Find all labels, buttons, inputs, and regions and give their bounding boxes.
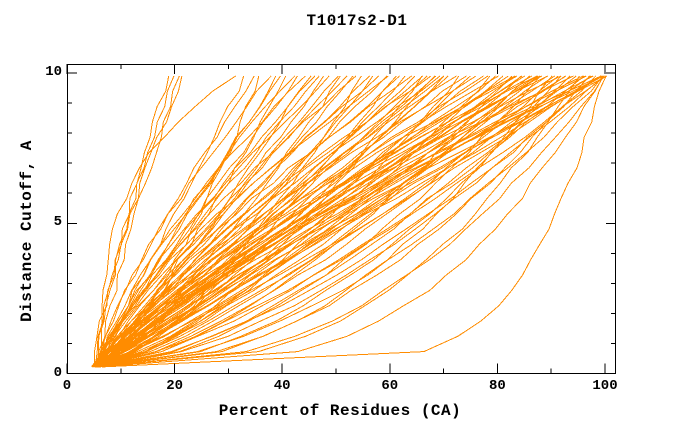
model-curve bbox=[95, 75, 330, 368]
model-curve bbox=[99, 75, 542, 368]
model-curve bbox=[92, 75, 601, 368]
model-curve bbox=[97, 75, 491, 368]
model-curve bbox=[96, 75, 272, 367]
x-tick-label: 80 bbox=[488, 378, 506, 394]
model-curve bbox=[94, 75, 518, 368]
model-curve bbox=[94, 75, 183, 367]
model-curve bbox=[94, 75, 449, 368]
model-curve bbox=[95, 75, 389, 368]
x-tick-label: 60 bbox=[381, 378, 399, 394]
model-curve bbox=[93, 75, 562, 368]
model-curve bbox=[97, 75, 594, 368]
model-curve bbox=[99, 75, 348, 368]
x-tick-label: 40 bbox=[273, 378, 291, 394]
model-curve bbox=[94, 75, 605, 368]
model-curve bbox=[94, 75, 548, 368]
model-curve bbox=[96, 75, 357, 368]
model-curve bbox=[94, 75, 585, 368]
model-curve bbox=[92, 75, 467, 368]
model-curve bbox=[99, 75, 236, 367]
model-curve bbox=[102, 75, 607, 368]
model-curve bbox=[94, 75, 513, 368]
model-curve bbox=[98, 75, 296, 368]
model-curve bbox=[93, 75, 489, 368]
model-curve bbox=[93, 75, 341, 368]
model-curve bbox=[99, 75, 504, 368]
y-axis-title: Distance Cutoff, A bbox=[18, 140, 36, 322]
x-tick-label: 100 bbox=[592, 378, 618, 394]
model-curve bbox=[93, 75, 380, 368]
plot-box bbox=[67, 64, 616, 374]
model-curve bbox=[96, 75, 604, 368]
x-tick-label: 20 bbox=[166, 378, 183, 394]
model-curve bbox=[98, 75, 522, 368]
plot-title: T1017s2-D1 bbox=[306, 12, 408, 30]
model-curve bbox=[98, 75, 584, 368]
model-curve bbox=[94, 75, 370, 368]
model-curve bbox=[93, 75, 604, 368]
model-curve bbox=[93, 75, 445, 368]
model-curve bbox=[96, 75, 603, 368]
model-curve bbox=[96, 75, 590, 368]
model-curve bbox=[98, 75, 604, 368]
model-curve bbox=[97, 75, 549, 368]
model-curve bbox=[100, 75, 607, 368]
y-tick-label: 0 bbox=[53, 364, 62, 381]
model-curve bbox=[94, 75, 592, 368]
y-tick-label: 5 bbox=[53, 214, 62, 231]
model-curve bbox=[99, 75, 597, 368]
model-curve bbox=[93, 75, 170, 367]
model-curve bbox=[99, 75, 180, 368]
model-curve bbox=[94, 75, 574, 368]
model-curve bbox=[94, 75, 412, 368]
x-axis-title: Percent of Residues (CA) bbox=[218, 402, 462, 420]
y-tick-label: 10 bbox=[45, 64, 62, 80]
model-curve bbox=[92, 75, 538, 368]
x-tick-label: 0 bbox=[62, 378, 72, 394]
model-curve bbox=[97, 75, 605, 368]
model-curve bbox=[98, 75, 432, 368]
model-curve bbox=[98, 75, 562, 368]
model-curve bbox=[100, 75, 362, 368]
model-curve bbox=[99, 75, 604, 368]
model-curve bbox=[91, 75, 245, 368]
model-curve bbox=[98, 75, 608, 368]
model-curve bbox=[93, 75, 255, 368]
model-curve bbox=[96, 75, 175, 367]
